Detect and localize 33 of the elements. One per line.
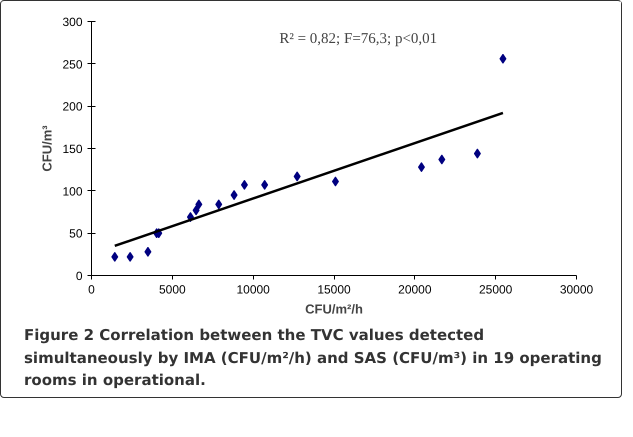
- y-tick-label: 100: [62, 184, 83, 198]
- x-tick-label: 20000: [398, 282, 432, 296]
- x-tick-label: 30000: [560, 282, 594, 296]
- caption: Figure 2 Correlation between the TVC values detected simultaneously by IMA (CFU/m²/h) and SAS (CFU/m³) in 19 operating rooms in operational.: [24, 325, 603, 391]
- x-tick-label: 10000: [236, 282, 270, 296]
- x-axis-title: CFU/m²/h: [305, 302, 363, 316]
- point: [126, 252, 134, 262]
- x-tick-label: 15000: [317, 282, 352, 296]
- point: [499, 54, 506, 64]
- point: [230, 190, 238, 200]
- point: [240, 180, 248, 190]
- point: [215, 199, 222, 210]
- y-tick-label: 200: [62, 100, 83, 114]
- y-axis-title: CFU/m³: [39, 124, 54, 172]
- point: [144, 246, 152, 257]
- x-tick-label: 25000: [478, 282, 513, 296]
- point: [195, 199, 202, 210]
- x-tick-label: 0: [88, 282, 96, 296]
- annotation: R² = 0,82; F=76,3; p<0,01: [279, 30, 438, 47]
- point: [332, 176, 339, 187]
- point: [111, 252, 118, 262]
- y-tick-label: 150: [62, 142, 83, 156]
- point: [418, 162, 425, 172]
- x-tick-label: 5000: [158, 282, 186, 296]
- point: [294, 171, 301, 182]
- point: [192, 205, 200, 216]
- point: [261, 180, 268, 190]
- y-tick-label: 50: [69, 226, 83, 241]
- point: [474, 148, 481, 159]
- y-tick-label: 0: [76, 269, 83, 283]
- y-tick-label: 300: [62, 15, 83, 29]
- point: [438, 154, 446, 165]
- y-tick-label: 250: [62, 57, 83, 72]
